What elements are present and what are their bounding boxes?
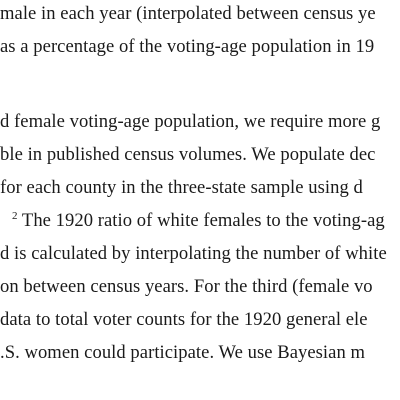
- footnote-marker: 2: [12, 209, 18, 222]
- body-text-line: on between census years. For the third (…: [0, 276, 373, 297]
- body-text-line: as a percentage of the voting-age popula…: [0, 36, 375, 57]
- body-text-line: d female voting-age population, we requi…: [0, 111, 381, 132]
- body-text-line: d is calculated by interpolating the num…: [0, 243, 387, 264]
- body-text-line: .S. women could participate. We use Baye…: [0, 342, 366, 363]
- body-text-line: for each county in the three-state sampl…: [0, 177, 363, 198]
- body-text-line: data to total voter counts for the 1920 …: [0, 309, 368, 330]
- body-text-fragment: The 1920 ratio of white females to the v…: [17, 210, 385, 231]
- body-text-line-with-footnote: 2 The 1920 ratio of white females to the…: [12, 210, 385, 232]
- body-text-line: ble in published census volumes. We popu…: [0, 144, 376, 165]
- body-text-line: male in each year (interpolated between …: [0, 3, 376, 24]
